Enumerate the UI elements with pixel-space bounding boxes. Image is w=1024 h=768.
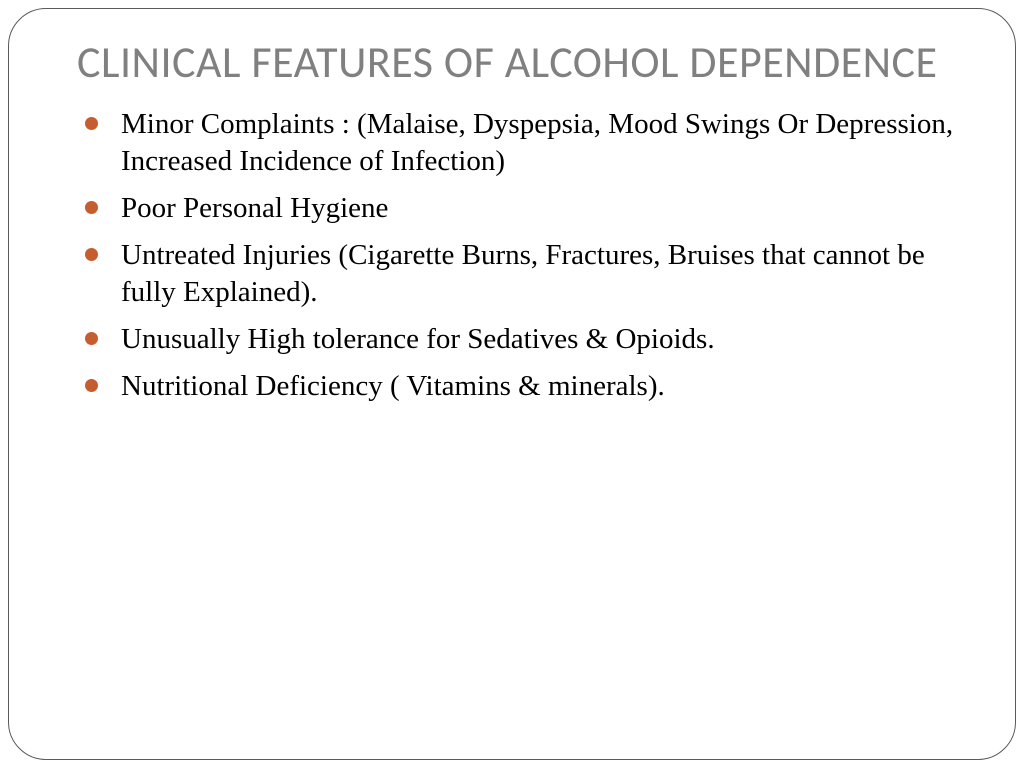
slide-frame: CLINICAL FEATURES OF ALCOHOL DEPENDENCE … — [8, 8, 1016, 760]
bullet-list: Minor Complaints : (Malaise, Dyspepsia, … — [77, 106, 967, 406]
list-item: Nutritional Deficiency ( Vitamins & mine… — [85, 368, 967, 405]
slide: CLINICAL FEATURES OF ALCOHOL DEPENDENCE … — [0, 0, 1024, 768]
list-item: Minor Complaints : (Malaise, Dyspepsia, … — [85, 106, 967, 180]
slide-title: CLINICAL FEATURES OF ALCOHOL DEPENDENCE — [77, 37, 967, 88]
list-item: Poor Personal Hygiene — [85, 190, 967, 227]
list-item: Unusually High tolerance for Sedatives &… — [85, 321, 967, 358]
list-item: Untreated Injuries (Cigarette Burns, Fra… — [85, 237, 967, 311]
